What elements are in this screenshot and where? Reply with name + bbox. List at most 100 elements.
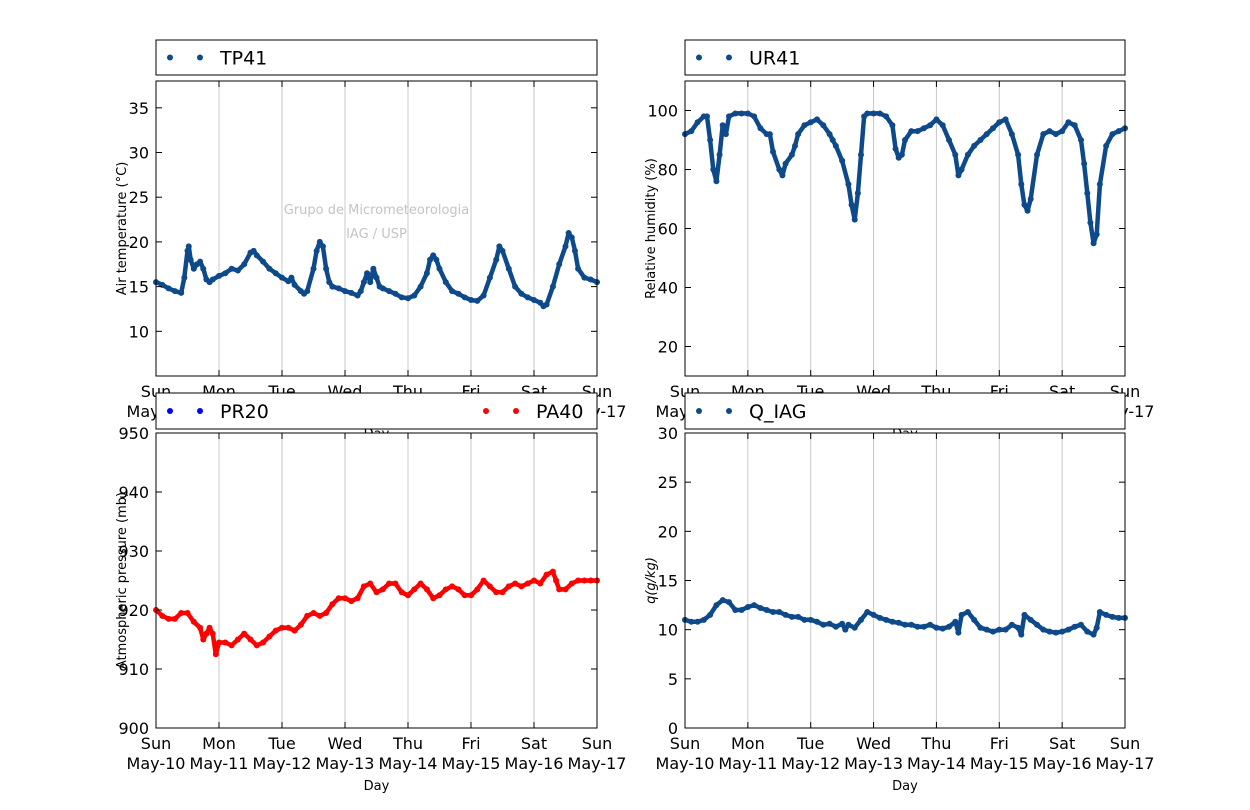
x-tick-label-day: Sat: [1049, 734, 1075, 753]
x-tick-label-date: May-13: [316, 754, 375, 773]
legend-marker: [197, 408, 203, 414]
y-axis-label: q(g/kg): [644, 557, 659, 604]
y-tick-label: 5: [668, 670, 678, 689]
x-tick-label-date: May-11: [190, 754, 249, 773]
x-tick-label-day: Fri: [990, 734, 1009, 753]
plot-area: [685, 81, 1125, 376]
y-tick-label: 30: [658, 424, 678, 443]
chart-2: SunMay-10MonMay-11TueMay-12WedMay-13ThuM…: [644, 39, 1154, 442]
x-tick-label-day: Tue: [267, 734, 295, 753]
x-tick-label-date: May-16: [505, 754, 564, 773]
y-tick-label: 20: [129, 233, 149, 252]
plot-area: [156, 433, 597, 728]
x-tick-label-day: Sat: [521, 734, 547, 753]
x-tick-label-day: Wed: [328, 734, 363, 753]
x-tick-label-day: Wed: [856, 734, 891, 753]
x-tick-label-day: Sun: [1110, 734, 1140, 753]
x-axis-label: Day: [892, 779, 918, 794]
legend: UR41: [684, 39, 1126, 76]
legend-marker: [696, 54, 702, 61]
x-tick-label-day: Sun: [141, 734, 171, 753]
x-tick-label-date: May-13: [844, 754, 903, 773]
y-tick-label: 10: [658, 621, 678, 640]
legend: TP41: [155, 39, 598, 76]
x-tick-label-date: May-12: [253, 754, 312, 773]
x-tick-label-date: May-17: [568, 754, 627, 773]
series-UR41: [682, 110, 1128, 247]
y-tick-label: 40: [658, 279, 678, 298]
watermark-text: IAG / USP: [346, 227, 407, 242]
series-line: [153, 230, 600, 309]
legend-marker: [197, 54, 203, 61]
legend-marker: [726, 54, 732, 61]
y-tick-label: 80: [658, 161, 678, 180]
x-axis-label: Day: [364, 779, 390, 794]
y-tick-label: 60: [658, 220, 678, 239]
plot-area: [685, 433, 1125, 728]
y-tick-label: 20: [658, 338, 678, 357]
x-tick-label-day: Mon: [731, 734, 765, 753]
x-tick-label-date: May-14: [379, 754, 438, 773]
plot-area: [156, 81, 597, 376]
x-tick-label-date: May-15: [970, 754, 1029, 773]
legend: PR20 PA40: [155, 392, 598, 430]
y-axis-label: Relative humidity (%): [644, 158, 659, 299]
x-tick-label-date: May-10: [127, 754, 186, 773]
y-axis-label: Atmospheric pressure (mb): [115, 492, 130, 669]
legend-marker: [726, 408, 732, 414]
y-tick-label: 30: [129, 144, 149, 163]
y-tick-label: 940: [118, 483, 149, 502]
x-tick-label-date: May-11: [718, 754, 777, 773]
series-line: [682, 597, 1128, 637]
axes-frame: [155, 432, 598, 729]
x-tick-label-date: May-12: [781, 754, 840, 773]
legend-label: UR41: [749, 48, 800, 70]
y-tick-label: 900: [118, 719, 149, 738]
x-tick-label-day: Mon: [202, 734, 236, 753]
chart-3: SunMay-10MonMay-11TueMay-12WedMay-13ThuM…: [115, 392, 627, 794]
y-tick-label: 920: [118, 601, 149, 620]
legend: Q_IAG: [684, 392, 1126, 430]
x-tick-label-date: May-17: [1096, 754, 1155, 773]
y-tick-label: 930: [118, 542, 149, 561]
x-tick-label-day: Sun: [582, 734, 612, 753]
series-line: [682, 111, 1128, 246]
series-Q_IAG: [682, 597, 1128, 638]
legend-marker: [167, 408, 173, 414]
y-axis-label: Air temperature (°C): [115, 162, 130, 296]
chart-4: SunMay-10MonMay-11TueMay-12WedMay-13ThuM…: [644, 392, 1155, 794]
y-tick-label: 15: [658, 572, 678, 591]
legend-marker: [167, 54, 173, 61]
y-tick-label: 910: [118, 660, 149, 679]
legend-label: Q_IAG: [749, 401, 806, 423]
y-tick-label: 10: [129, 322, 149, 341]
y-tick-label: 35: [129, 99, 149, 118]
legend-label: PA40: [536, 401, 583, 423]
x-tick-label-day: Fri: [461, 734, 480, 753]
legend-marker: [696, 408, 702, 414]
x-tick-label-date: May-10: [656, 754, 715, 773]
legend-box: [155, 392, 598, 430]
x-tick-label-day: Sun: [670, 734, 700, 753]
legend-marker: [483, 408, 489, 414]
legend-marker: [513, 408, 519, 414]
series-line: [153, 569, 600, 657]
y-tick-label: 25: [658, 473, 678, 492]
x-tick-label-date: May-15: [442, 754, 501, 773]
watermark-text: Grupo de Micrometeorologia: [284, 203, 470, 218]
legend-label: PR20: [220, 401, 269, 423]
legend-label: TP41: [219, 48, 267, 70]
axes-frame: [155, 80, 598, 377]
y-tick-label: 950: [118, 424, 149, 443]
y-tick-label: 15: [129, 278, 149, 297]
y-tick-label: 20: [658, 522, 678, 541]
x-tick-label-date: May-14: [907, 754, 966, 773]
legend-box: [684, 392, 1126, 430]
x-tick-label-day: Thu: [920, 734, 951, 753]
legend-box: [155, 39, 598, 76]
y-tick-label: 100: [647, 102, 678, 121]
legend-box: [684, 39, 1126, 76]
x-tick-label-day: Tue: [796, 734, 824, 753]
